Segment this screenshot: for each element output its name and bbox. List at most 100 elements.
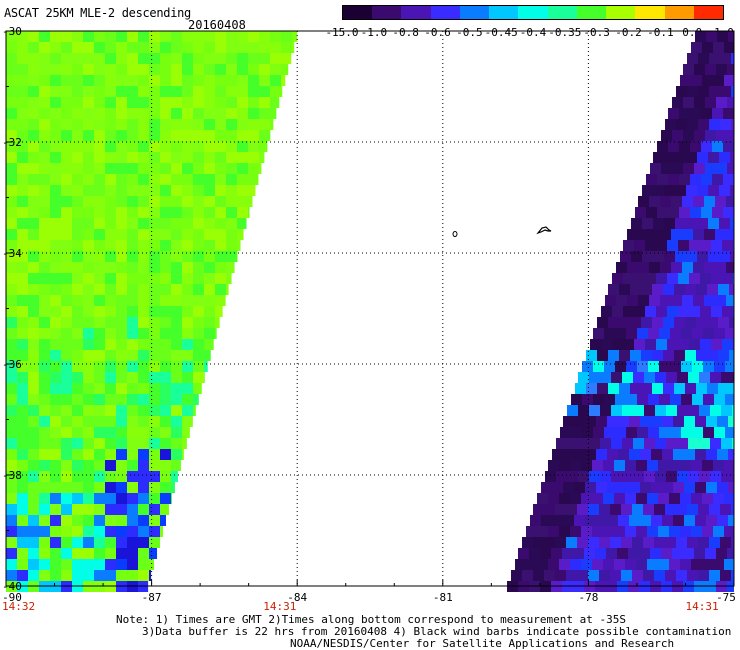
data-cell [204,174,215,185]
data-cell [619,317,630,328]
data-cell [730,152,734,163]
data-cell [639,548,650,559]
data-cell [724,42,734,53]
data-cell [94,460,105,471]
data-cell [270,64,281,75]
data-cell [702,559,713,570]
data-cell [544,504,555,515]
data-cell [684,482,695,493]
data-cell [593,328,604,339]
data-cell [533,537,544,548]
data-cell [138,460,149,471]
data-cell [707,350,718,361]
data-cell [686,251,697,262]
data-cell [149,251,160,262]
data-cell [574,416,585,427]
data-cell [226,284,229,295]
data-cell [204,306,215,317]
data-cell [6,504,17,515]
data-cell [226,75,237,86]
data-cell [667,339,678,350]
data-cell [83,427,94,438]
data-cell [83,449,94,460]
data-cell [105,427,116,438]
data-cell [6,383,17,394]
data-cell [28,119,39,130]
data-cell [248,174,259,185]
data-cell [248,141,259,152]
data-cell [685,284,696,295]
data-cell [555,570,566,581]
data-cell [281,75,286,86]
data-cell [149,86,160,97]
data-cell [511,570,522,581]
data-cell [17,460,28,471]
data-cell [607,482,618,493]
data-cell [544,570,555,581]
data-cell [226,229,237,240]
data-cell [72,526,83,537]
data-cell [644,405,655,416]
data-cell [116,416,127,427]
data-cell [537,526,548,537]
data-cell [39,350,50,361]
data-cell [17,75,28,86]
colorbar-labels: -15.0 -1.0 -0.8 -0.6 -0.5 -0.45 -0.4 -0.35 -0.3-… [325,26,740,40]
data-cell [688,405,699,416]
data-cell [700,240,711,251]
data-cell [259,97,270,108]
colorbar-swatch [576,6,607,19]
data-cell [72,86,83,97]
data-cell [567,471,578,482]
data-cell [623,306,634,317]
data-cell [138,537,149,548]
data-cell [17,31,28,42]
data-cell [711,306,722,317]
data-cell [127,515,138,526]
data-cell [692,328,703,339]
data-cell [716,64,727,75]
data-cell [138,416,149,427]
data-cell [28,460,39,471]
data-cell [116,537,127,548]
data-cell [160,306,171,317]
data-cell [72,240,83,251]
data-cell [701,207,712,218]
data-cell [577,504,588,515]
data-cell [83,97,94,108]
data-cell [94,229,105,240]
data-cell [669,526,680,537]
data-cell [706,416,717,427]
data-cell [72,460,83,471]
data-cell [94,196,105,207]
data-cell [182,86,193,97]
data-cell [127,152,138,163]
data-cell [149,482,160,493]
data-cell [28,295,39,306]
data-cell [6,251,17,262]
data-cell [72,328,83,339]
data-cell [72,515,83,526]
data-cell [204,273,215,284]
data-cell [677,372,688,383]
data-cell [39,394,50,405]
data-cell [721,372,732,383]
data-cell [193,317,204,328]
data-cell [193,372,204,383]
data-cell [712,108,723,119]
data-cell [709,119,720,130]
data-cell [149,526,160,537]
data-cell [682,196,693,207]
data-cell [682,262,693,273]
data-cell [138,53,149,64]
data-cell [50,284,61,295]
data-cell [105,493,116,504]
data-cell [599,504,610,515]
data-cell [559,559,570,570]
data-cell [699,405,710,416]
data-cell [659,361,670,372]
data-cell [709,537,720,548]
data-cell [171,284,182,295]
data-cell [94,251,105,262]
data-cell [281,31,292,42]
